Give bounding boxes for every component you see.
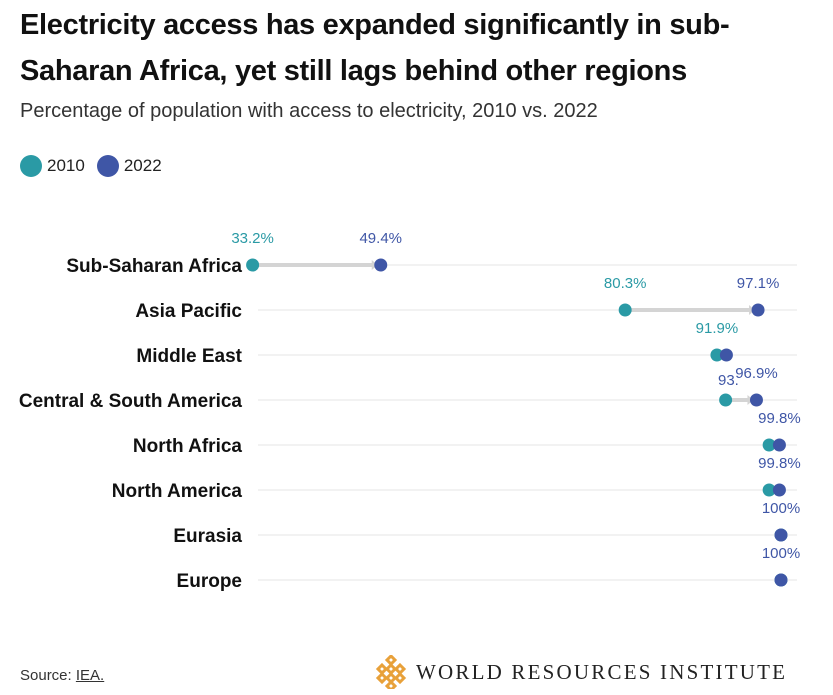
category-label-europe: Europe bbox=[177, 571, 242, 592]
point-2022-middle-east bbox=[719, 348, 733, 362]
point-2022-eurasia bbox=[774, 528, 788, 542]
point-2010-sub-saharan-africa bbox=[246, 258, 260, 272]
data-label-2010-asia-pacific: 80.3% bbox=[604, 275, 647, 292]
data-label-2010-middle-east: 91.9% bbox=[696, 320, 739, 337]
legend-label-2010: 2010 bbox=[47, 156, 85, 175]
chart-title: Electricity access has expanded signific… bbox=[20, 9, 730, 87]
chart-subtitle: Percentage of population with access to … bbox=[20, 100, 598, 122]
legend-item-2022: 2022 bbox=[96, 155, 162, 177]
data-label-2022-central-south-america: 96.9% bbox=[735, 365, 778, 382]
legend-label-2022: 2022 bbox=[123, 156, 162, 175]
wri-emblem-diamond bbox=[375, 662, 389, 676]
wri-emblem-icon bbox=[375, 655, 407, 689]
category-label-asia-pacific: Asia Pacific bbox=[135, 301, 242, 322]
wri-emblem-diamond bbox=[393, 662, 407, 676]
wri-emblem-diamond bbox=[384, 655, 398, 667]
dumbbell-chart: Sub-Saharan Africa 33.2% 49.4% Asia Pacific… bbox=[19, 230, 801, 592]
data-label-2022-middle-east: 93. bbox=[718, 372, 739, 389]
data-label-2022-europe: 100% bbox=[762, 545, 800, 562]
legend-2010-circle-icon bbox=[20, 155, 42, 177]
legend-item-2010: 2010 bbox=[20, 155, 85, 177]
data-label-2022-north-africa: 99.8% bbox=[758, 410, 801, 427]
legend-2022-circle-icon bbox=[96, 155, 119, 177]
point-2022-north-africa bbox=[772, 438, 786, 452]
point-2010-north-africa bbox=[762, 438, 776, 452]
data-label-2022-asia-pacific: 97.1% bbox=[737, 275, 780, 292]
category-label-north-africa: North Africa bbox=[133, 436, 243, 457]
data-label-2022-sub-saharan-africa: 49.4% bbox=[359, 230, 402, 247]
point-2022-sub-saharan-africa bbox=[374, 258, 388, 272]
point-2022-central-south-america bbox=[749, 393, 763, 407]
point-2010-central-south-america bbox=[719, 393, 733, 407]
point-2022-north-america bbox=[772, 483, 786, 497]
point-2022-europe bbox=[774, 573, 788, 587]
wri-logo: WORLD RESOURCES INSTITUTE bbox=[374, 655, 787, 689]
category-label-central-south-america: Central & South America bbox=[19, 391, 243, 412]
wri-emblem-diamond bbox=[384, 679, 398, 689]
source-note: Source: IEA. bbox=[20, 667, 104, 684]
data-label-2022-north-america: 99.8% bbox=[758, 455, 801, 472]
source-link[interactable]: IEA. bbox=[75, 667, 105, 684]
data-label-2010-sub-saharan-africa: 33.2% bbox=[231, 230, 274, 247]
wri-brand-name: WORLD RESOURCES INSTITUTE bbox=[416, 659, 788, 684]
point-2010-north-america bbox=[762, 483, 776, 497]
wri-emblem-diamond bbox=[375, 671, 389, 685]
source-prefix: Source: bbox=[20, 667, 76, 684]
point-2010-middle-east bbox=[710, 348, 724, 362]
wri-emblem-diamond bbox=[384, 662, 398, 676]
category-label-sub-saharan-africa: Sub-Saharan Africa bbox=[66, 256, 242, 277]
category-label-eurasia: Eurasia bbox=[173, 526, 242, 547]
data-label-2022-eurasia: 100% bbox=[762, 500, 800, 517]
wri-emblem-diamond bbox=[393, 671, 407, 685]
point-2022-asia-pacific bbox=[751, 303, 765, 317]
legend: 2010 2022 bbox=[20, 155, 174, 177]
category-label-north-america: North America bbox=[112, 481, 243, 502]
point-2010-asia-pacific bbox=[618, 303, 632, 317]
category-label-middle-east: Middle East bbox=[136, 346, 242, 367]
